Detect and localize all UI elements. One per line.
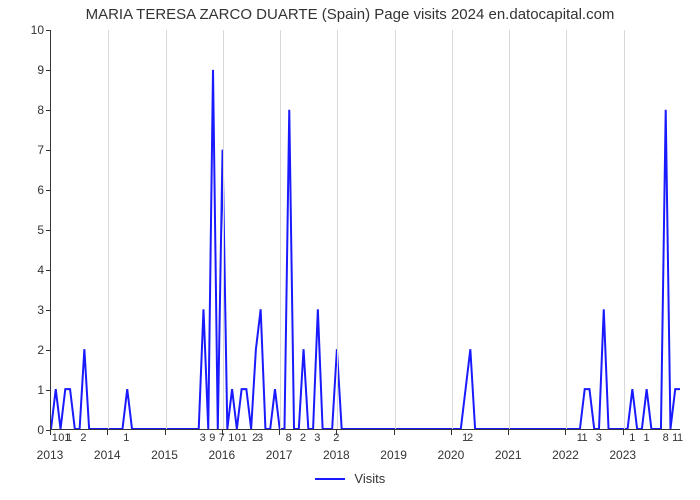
x-tick-label: 2022 (552, 448, 579, 462)
y-tick-label: 10 (4, 23, 44, 37)
y-tick-mark (46, 270, 51, 271)
x-tick-label: 2013 (37, 448, 64, 462)
x-tick-mark (565, 430, 566, 435)
gridline-vertical (624, 30, 625, 429)
legend-label: Visits (354, 471, 385, 486)
point-label: 2 (300, 432, 306, 444)
y-tick-label: 7 (4, 143, 44, 157)
point-label: 1 (66, 432, 72, 444)
y-tick-label: 4 (4, 263, 44, 277)
point-label: 1 (52, 432, 58, 444)
gridline-vertical (395, 30, 396, 429)
x-tick-label: 2023 (609, 448, 636, 462)
legend: Visits (0, 470, 700, 486)
y-tick-mark (46, 350, 51, 351)
y-tick-label: 1 (4, 383, 44, 397)
x-tick-label: 2015 (151, 448, 178, 462)
x-tick-label: 2019 (380, 448, 407, 462)
y-tick-mark (46, 230, 51, 231)
point-label: 1 (629, 432, 635, 444)
x-tick-mark (279, 430, 280, 435)
y-tick-label: 2 (4, 343, 44, 357)
y-tick-mark (46, 190, 51, 191)
plot-area (50, 30, 680, 430)
point-label: 8 (663, 432, 669, 444)
x-tick-label: 2016 (208, 448, 235, 462)
y-tick-label: 0 (4, 423, 44, 437)
chart-title: MARIA TERESA ZARCO DUARTE (Spain) Page v… (0, 6, 700, 23)
point-label: 7 (219, 432, 225, 444)
y-tick-mark (46, 30, 51, 31)
gridline-vertical (166, 30, 167, 429)
x-tick-mark (394, 430, 395, 435)
x-tick-label: 2014 (94, 448, 121, 462)
point-label: 2 (333, 432, 339, 444)
point-label: 8 (286, 432, 292, 444)
point-label: 9 (209, 432, 215, 444)
gridline-vertical (223, 30, 224, 429)
y-tick-label: 3 (4, 303, 44, 317)
point-label: 3 (200, 432, 206, 444)
gridline-vertical (452, 30, 453, 429)
y-tick-label: 6 (4, 183, 44, 197)
point-label: 1 (581, 432, 587, 444)
gridline-vertical (509, 30, 510, 429)
y-tick-mark (46, 310, 51, 311)
x-tick-mark (165, 430, 166, 435)
gridline-vertical (337, 30, 338, 429)
point-label: 3 (596, 432, 602, 444)
gridline-vertical (566, 30, 567, 429)
y-tick-mark (46, 70, 51, 71)
gridline-vertical (280, 30, 281, 429)
y-tick-label: 9 (4, 63, 44, 77)
point-label: 1 (228, 432, 234, 444)
point-label: 3 (257, 432, 263, 444)
y-tick-mark (46, 150, 51, 151)
point-label: 3 (314, 432, 320, 444)
line-series (51, 30, 680, 429)
y-tick-mark (46, 390, 51, 391)
legend-swatch (315, 478, 345, 480)
point-label: 1 (677, 432, 683, 444)
y-tick-mark (46, 110, 51, 111)
x-tick-label: 2021 (495, 448, 522, 462)
point-label: 1 (644, 432, 650, 444)
x-tick-mark (508, 430, 509, 435)
y-tick-label: 5 (4, 223, 44, 237)
point-label: 2 (467, 432, 473, 444)
x-tick-mark (451, 430, 452, 435)
x-tick-mark (107, 430, 108, 435)
x-tick-label: 2020 (438, 448, 465, 462)
point-label: 2 (80, 432, 86, 444)
y-tick-label: 8 (4, 103, 44, 117)
x-tick-mark (623, 430, 624, 435)
x-tick-label: 2017 (266, 448, 293, 462)
point-label: 01 (235, 432, 247, 444)
point-label: 1 (123, 432, 129, 444)
gridline-vertical (108, 30, 109, 429)
x-tick-label: 2018 (323, 448, 350, 462)
line-chart: MARIA TERESA ZARCO DUARTE (Spain) Page v… (0, 0, 700, 500)
